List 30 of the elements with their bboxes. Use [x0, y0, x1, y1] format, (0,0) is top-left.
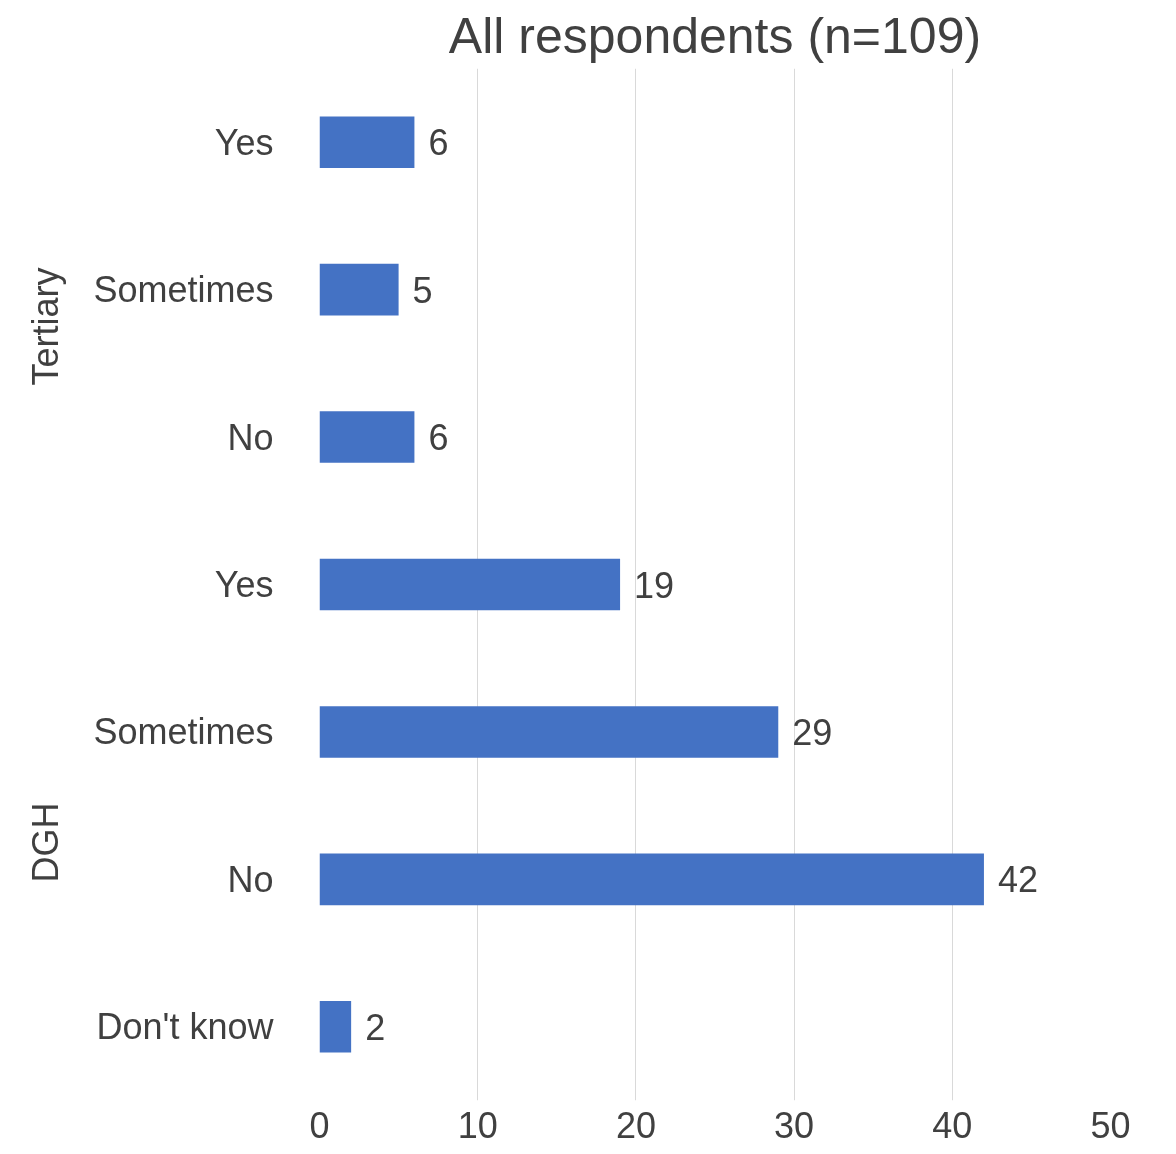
y-tick-label: Don't know — [96, 1006, 275, 1048]
x-tick-label: 40 — [932, 1104, 973, 1146]
bar — [319, 116, 415, 169]
x-tick-label: 20 — [615, 1104, 656, 1146]
y-tick-label: Yes — [214, 564, 274, 605]
data-label: 42 — [997, 859, 1038, 901]
bar — [319, 558, 621, 611]
data-label: 6 — [428, 122, 449, 164]
x-tick-label: 0 — [309, 1104, 330, 1146]
bar — [319, 263, 399, 316]
chart-title: All respondents (n=109) — [448, 7, 982, 64]
bar — [319, 853, 984, 906]
data-label: 2 — [365, 1006, 386, 1048]
data-label: 6 — [428, 417, 449, 459]
data-label: 19 — [634, 564, 675, 606]
x-tick-label: 50 — [1090, 1104, 1131, 1146]
y-tick-label: No — [227, 416, 274, 458]
y-tick-label: Sometimes — [93, 269, 274, 311]
bar — [319, 411, 415, 463]
y-tick-label: Sometimes — [93, 711, 274, 753]
bar — [319, 1000, 352, 1053]
text: Tertiary — [25, 267, 66, 386]
data-label: 5 — [412, 269, 433, 311]
data-label: 29 — [792, 711, 833, 753]
x-tick-label: 10 — [457, 1104, 498, 1146]
y-tick-label: Yes — [214, 121, 274, 163]
y-tick-label: No — [227, 858, 274, 900]
x-tick-label: 30 — [774, 1104, 815, 1146]
bar — [319, 706, 779, 758]
text: DGH — [25, 802, 66, 883]
